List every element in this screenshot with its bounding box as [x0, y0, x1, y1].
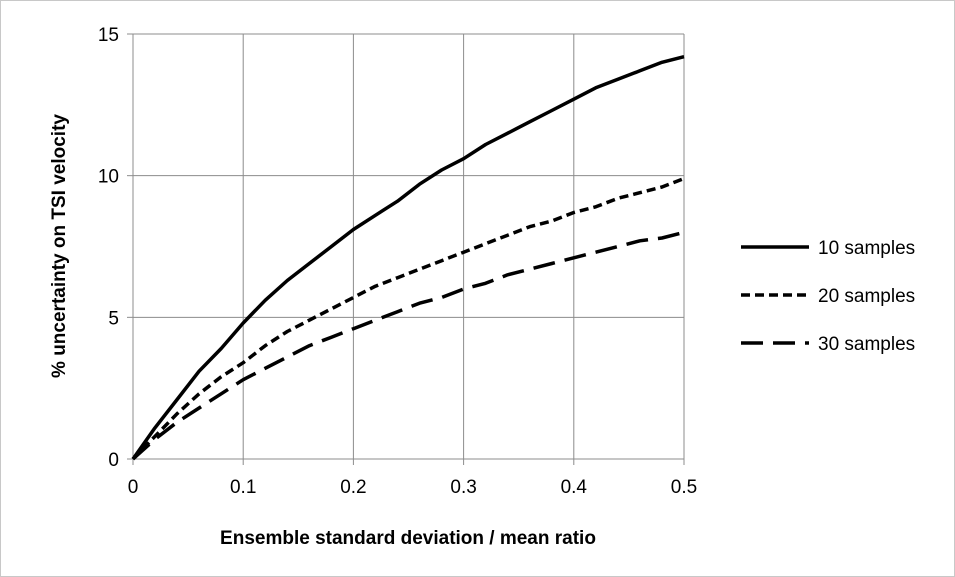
y-tick-label: 10	[98, 167, 119, 188]
legend-label: 20 samples	[818, 286, 915, 307]
legend-label: 30 samples	[818, 334, 915, 355]
axes	[127, 33, 685, 465]
gridlines	[133, 33, 685, 459]
series-line-10-samples	[131, 55, 685, 461]
y-axis-title: % uncertainty on TSI velocity	[49, 114, 70, 378]
legend-label: 10 samples	[818, 238, 915, 259]
x-tick-label: 0.4	[561, 477, 588, 498]
x-tick-label: 0.3	[450, 477, 476, 498]
y-tick-label: 15	[98, 25, 119, 46]
series-line-20-samples	[131, 176, 685, 461]
y-tick-label: 5	[108, 308, 119, 329]
y-tick-label: 0	[108, 450, 119, 471]
x-tick-label: 0.5	[671, 477, 697, 498]
legend: 10 samples 20 samples 30 samples	[741, 238, 915, 355]
x-tick-label: 0.1	[230, 477, 256, 498]
x-axis-title: Ensemble standard deviation / mean ratio	[220, 528, 596, 549]
tick-labels: 0 0.1 0.2 0.3 0.4 0.5 0 5 10 15	[98, 25, 697, 498]
series-lines	[131, 55, 685, 461]
series-line-30-samples	[131, 230, 685, 461]
x-tick-label: 0.2	[340, 477, 366, 498]
x-tick-label: 0	[128, 477, 139, 498]
